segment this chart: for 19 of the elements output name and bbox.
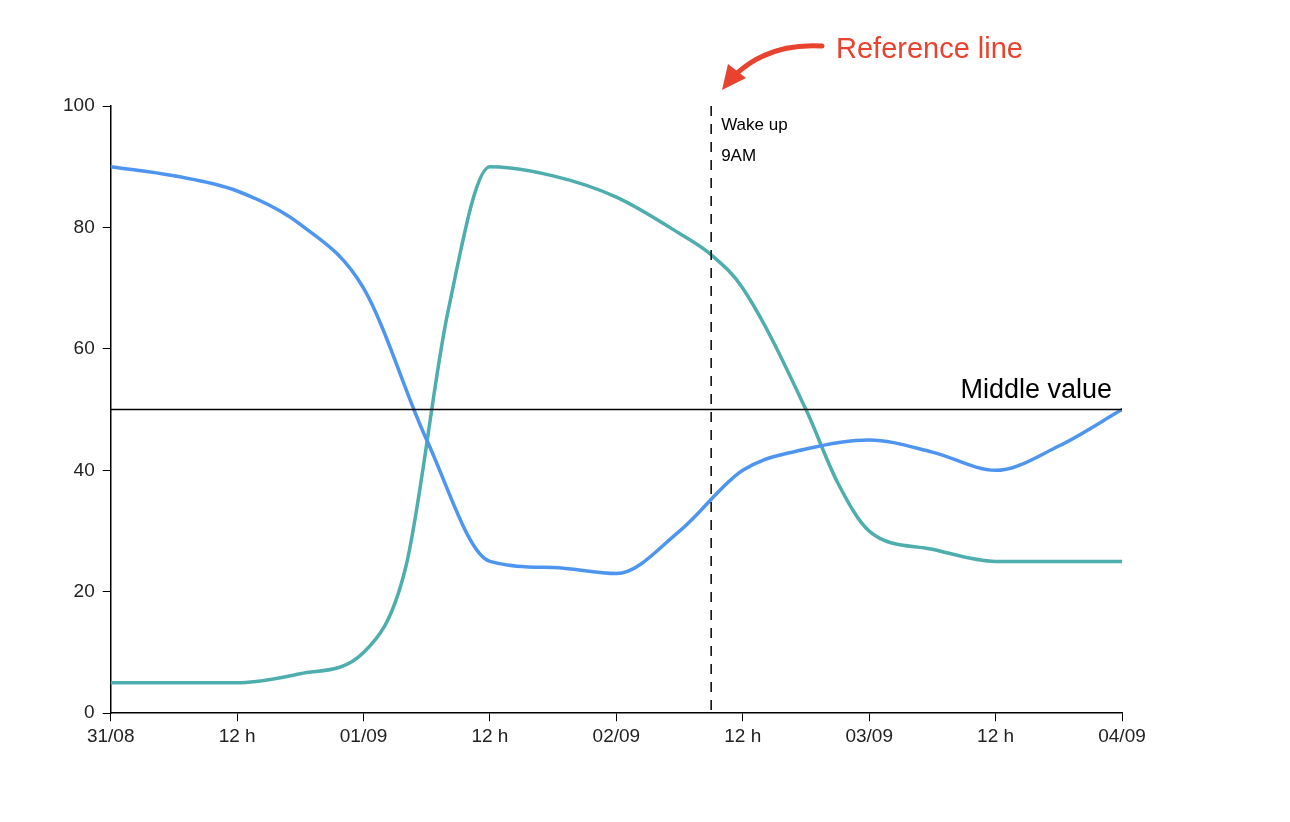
line-series <box>110 164 1122 576</box>
text: Reference line <box>836 32 1023 65</box>
y-tick-label: 60 <box>73 337 95 359</box>
y-tick-label: 0 <box>84 701 95 723</box>
x-tick-label: 12 h <box>724 724 762 746</box>
x-tick-label: 03/09 <box>845 724 893 746</box>
x-tick-label: 12 h <box>977 724 1015 746</box>
ref-line-label: Middle value <box>960 373 1112 404</box>
x-tick-label: 04/09 <box>1098 724 1146 746</box>
y-tick-label: 100 <box>63 94 95 116</box>
y-tick-label: 20 <box>73 579 95 601</box>
x-tick-label: 01/09 <box>339 724 388 746</box>
x-tick-label: 02/09 <box>592 724 641 746</box>
x-tick-label: 12 h <box>218 724 256 746</box>
x-tick-label: 31/08 <box>86 724 135 746</box>
x-tick-label: 12 h <box>471 724 509 746</box>
y-tick-label: 80 <box>73 215 95 237</box>
y-tick-label: 40 <box>73 458 95 480</box>
ref-line-label: Wake up 9AM <box>721 114 788 165</box>
